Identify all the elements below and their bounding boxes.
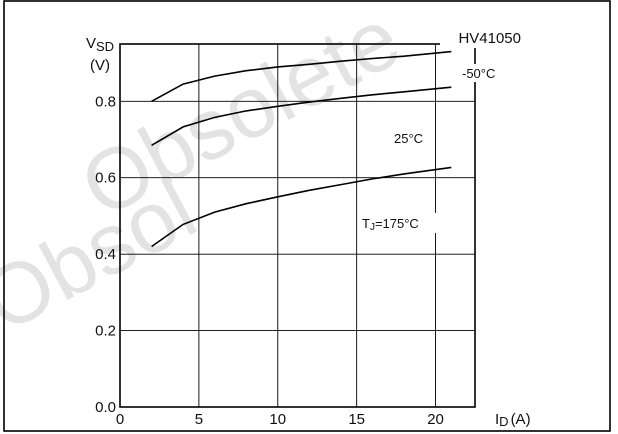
x-axis-label: ID (A) — [495, 411, 531, 429]
series-label-175: TJ=175°C — [362, 216, 419, 233]
series-label-minus50: -50°C — [462, 66, 495, 81]
y-tick-label: 0.6 — [95, 170, 116, 187]
figure-frame — [3, 0, 611, 432]
series-label-175-sub: J — [370, 222, 375, 233]
series-line-0 — [151, 50, 452, 103]
y-axis-label-main: V — [86, 35, 96, 52]
series-lines — [151, 50, 452, 248]
x-tick-label: 0 — [116, 411, 124, 428]
x-axis-label-unit: (A) — [511, 411, 531, 428]
series-label-175-rest: =175°C — [375, 216, 419, 231]
chart-code-label: HV41050 — [458, 30, 521, 47]
x-axis-label-sub: D — [499, 414, 508, 429]
y-tick-label: 0.2 — [95, 323, 116, 340]
y-tick-label: 0.8 — [95, 93, 116, 110]
x-tick-label: 15 — [348, 411, 365, 428]
y-axis-label-sub: SD — [96, 39, 114, 54]
y-tick-label: 0.4 — [95, 246, 116, 263]
y-axis-unit: (V) — [90, 57, 110, 74]
code-label-bg — [440, 28, 520, 48]
series-line-2 — [151, 166, 452, 248]
x-tick-label: 20 — [427, 411, 444, 428]
x-axis-label-main: I — [495, 411, 499, 428]
series-label-25: 25°C — [394, 131, 423, 146]
label-bg-minus50 — [458, 64, 508, 82]
series-label-175-t: T — [362, 216, 370, 231]
label-bg-25 — [391, 129, 431, 147]
y-gridlines — [120, 100, 475, 332]
label-bg-175 — [358, 213, 438, 233]
y-tick-label: 0.0 — [95, 399, 116, 416]
x-tick-label: 5 — [195, 411, 203, 428]
plot-area-frame — [119, 43, 476, 408]
x-tick-labels: 0 5 10 15 20 — [116, 411, 444, 428]
x-tick-label: 10 — [269, 411, 286, 428]
y-axis-label-bg — [82, 32, 118, 72]
series-line-1 — [151, 86, 452, 146]
y-tick-labels: 0.0 0.2 0.4 0.6 0.8 — [95, 93, 116, 416]
y-axis-label: VSD — [86, 35, 114, 54]
